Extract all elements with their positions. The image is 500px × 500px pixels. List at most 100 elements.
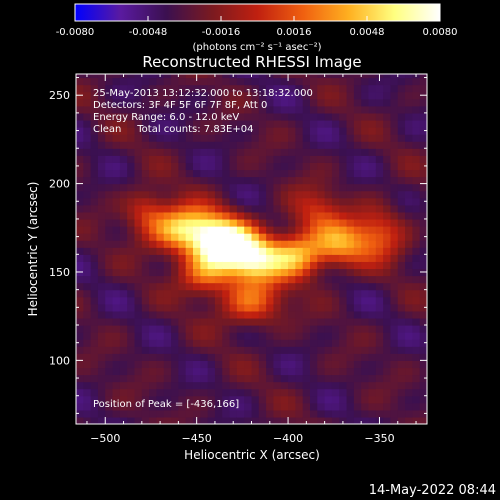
heatmap-cell <box>353 233 362 241</box>
heatmap-cell <box>214 325 223 333</box>
heatmap-cell <box>185 367 194 376</box>
heatmap-cell <box>412 204 421 213</box>
heatmap-cell <box>331 112 340 121</box>
heatmap-cell <box>163 141 172 149</box>
heatmap-cell <box>141 211 150 220</box>
heatmap-cell <box>310 395 318 404</box>
heatmap-cell <box>171 374 179 383</box>
heatmap-cell <box>288 134 296 142</box>
heatmap-cell <box>280 310 289 319</box>
heatmap-cell <box>141 84 150 93</box>
heatmap-cell <box>412 254 421 262</box>
heatmap-cell <box>405 374 413 383</box>
heatmap-cell <box>266 148 275 156</box>
heatmap-cell <box>331 374 340 383</box>
heatmap-cell <box>214 84 223 93</box>
heatmap-cell <box>222 226 231 234</box>
heatmap-cell <box>288 148 296 156</box>
heatmap-cell <box>331 346 340 354</box>
heatmap-cell <box>105 282 114 291</box>
heatmap-cell <box>112 204 121 213</box>
heatmap-cell <box>200 317 209 326</box>
heatmap-cell <box>412 169 421 178</box>
heatmap-cell <box>193 176 201 185</box>
heatmap-cell <box>141 402 150 411</box>
heatmap-cell <box>397 261 406 270</box>
heatmap-cell <box>288 282 296 291</box>
heatmap-cell <box>105 296 114 305</box>
heatmap-cell <box>214 190 223 199</box>
heatmap-cell <box>97 119 106 128</box>
heatmap-cell <box>405 395 413 404</box>
heatmap-cell <box>383 367 392 376</box>
heatmap-cell <box>361 176 370 185</box>
heatmap-cell <box>229 84 238 93</box>
heatmap-cell <box>361 261 370 270</box>
heatmap-cell <box>83 148 92 156</box>
heatmap-cell <box>163 240 172 248</box>
heatmap-cell <box>112 374 121 383</box>
heatmap-cell <box>207 119 216 128</box>
heatmap-cell <box>331 247 340 255</box>
heatmap-cell <box>339 332 348 340</box>
heatmap-cell <box>171 162 179 171</box>
heatmap-cell <box>412 289 421 298</box>
heatmap-cell <box>97 91 106 100</box>
heatmap-cell <box>178 247 187 255</box>
heatmap-cell <box>156 134 165 142</box>
heatmap-cell <box>288 381 296 390</box>
heatmap-cell <box>119 226 128 234</box>
heatmap-cell <box>236 183 245 192</box>
heatmap-cell <box>353 91 362 100</box>
colorbar-tick-label: 0.0016 <box>277 27 312 38</box>
heatmap-cell <box>134 155 143 163</box>
heatmap-cell <box>222 74 231 79</box>
heatmap-cell <box>244 296 253 305</box>
heatmap-cell <box>90 374 99 383</box>
heatmap-cell <box>222 162 231 171</box>
heatmap-cell <box>302 261 311 270</box>
heatmap-cell <box>214 134 223 142</box>
heatmap-cell <box>76 388 84 397</box>
heatmap-cell <box>76 254 84 262</box>
heatmap-cell <box>112 268 121 277</box>
heatmap-cell <box>331 84 340 93</box>
heatmap-cell <box>339 360 348 369</box>
heatmap-cell <box>295 353 304 361</box>
heatmap-cell <box>251 282 260 291</box>
heatmap-cell <box>405 289 413 298</box>
heatmap-cell <box>324 416 333 424</box>
heatmap-cell <box>331 176 340 185</box>
heatmap-cell <box>127 162 136 171</box>
heatmap-cell <box>83 268 92 277</box>
heatmap-cell <box>222 282 231 291</box>
heatmap-cell <box>251 162 260 171</box>
heatmap-cell <box>390 176 399 185</box>
heatmap-cell <box>149 416 158 424</box>
heatmap-cell <box>368 218 377 227</box>
heatmap-cell <box>76 176 84 185</box>
heatmap-cell <box>273 183 282 192</box>
heatmap-cell <box>361 183 370 192</box>
heatmap-cell <box>280 204 289 213</box>
heatmap-cell <box>76 134 84 142</box>
heatmap-cell <box>368 268 377 277</box>
heatmap-cell <box>383 310 392 319</box>
heatmap-cell <box>361 275 370 284</box>
heatmap-cell <box>105 155 114 163</box>
heatmap-cell <box>288 261 296 270</box>
heatmap-cell <box>390 395 399 404</box>
annotation-peak: Position of Peak = [-436,166] <box>93 399 239 410</box>
heatmap-cell <box>397 218 406 227</box>
heatmap-cell <box>83 388 92 397</box>
heatmap-cell <box>229 409 238 418</box>
heatmap-cell <box>222 141 231 149</box>
heatmap-cell <box>193 332 201 340</box>
heatmap-cell <box>119 204 128 213</box>
heatmap-cell <box>119 282 128 291</box>
heatmap-cell <box>236 105 245 114</box>
heatmap-cell <box>178 353 187 361</box>
heatmap-cell <box>200 395 209 404</box>
heatmap-cell <box>324 353 333 361</box>
heatmap-cell <box>193 261 201 270</box>
